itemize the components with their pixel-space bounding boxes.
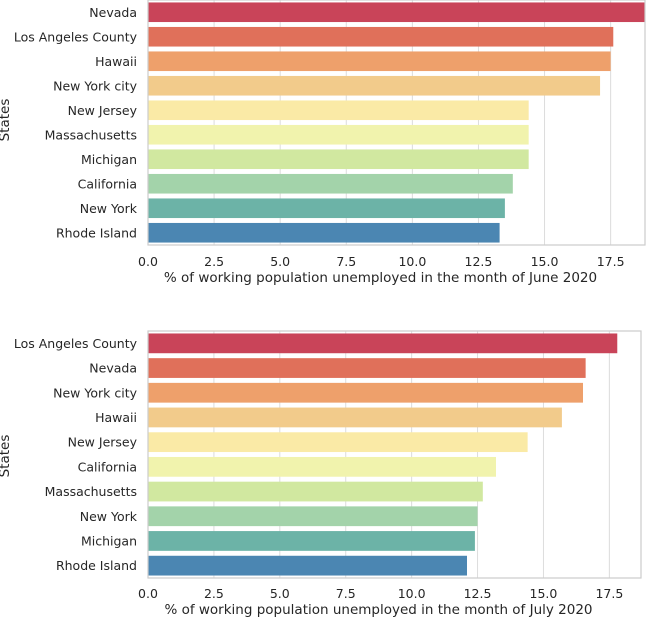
bar [148,555,467,576]
bar [148,506,478,527]
y-tick-label: California [78,176,137,191]
plot-frame [147,330,642,579]
bar [148,51,611,72]
y-tick-label: Michigan [81,533,137,548]
bar [148,432,528,453]
bar [148,75,601,96]
y-tick-label: New York city [53,385,137,400]
y-tick-label: Nevada [89,361,137,376]
bar [148,358,586,378]
y-tick-label: Nevada [89,5,137,20]
y-tick-label: Rhode Island [56,558,137,573]
x-tick-label: 7.5 [336,586,356,601]
y-tick-label: Rhode Island [56,225,137,240]
x-tick-label: 15.0 [530,586,558,601]
x-tick-label: 17.5 [595,586,623,601]
x-tick-label: 7.5 [336,254,356,269]
x-axis-label: % of working population unemployed in th… [164,270,597,286]
y-axis-label: States [0,99,13,142]
y-axis-label: States [0,435,13,478]
bar [148,173,513,194]
x-tick-label: 0.0 [138,586,158,601]
bar [148,456,496,477]
x-tick-label: 17.5 [597,254,625,269]
y-tick-label: Los Angeles County [14,29,138,44]
x-axis-label: % of working population unemployed in th… [164,602,592,618]
y-tick-label: New York [80,509,138,524]
x-tick-label: 5.0 [270,254,290,269]
x-tick-label: 12.5 [464,586,492,601]
plot-frame [147,0,646,246]
x-tick-label: 10.0 [398,254,426,269]
x-tick-label: 2.5 [204,254,224,269]
bar [148,100,529,121]
y-tick-label: New York city [53,78,137,93]
x-tick-label: 0.0 [138,254,158,269]
x-tick-label: 5.0 [270,586,290,601]
bar [148,149,529,170]
y-tick-label: Hawaii [95,54,137,69]
y-tick-label: Michigan [81,152,137,167]
bar [148,124,529,145]
y-tick-label: Massachusetts [45,127,137,142]
bar [148,481,483,502]
y-tick-label: Los Angeles County [14,336,138,351]
y-tick-label: Massachusetts [45,484,137,499]
bar [148,222,500,243]
y-tick-label: New Jersey [68,103,138,118]
bar [148,198,505,219]
x-tick-label: 15.0 [531,254,559,269]
y-tick-label: New York [80,201,138,216]
y-tick-label: California [78,459,137,474]
x-tick-label: 2.5 [204,586,224,601]
y-tick-label: Hawaii [95,410,137,425]
chart-july-2020: 0.0 2.5 5.0 7.5 10.0 12.5 15.0 17.5 Los Angeles … [0,330,642,618]
bar [148,382,583,403]
bar [148,333,618,354]
bar [148,407,562,428]
y-tick-label: New Jersey [68,435,138,450]
x-tick-label: 10.0 [398,586,426,601]
x-tick-label: 12.5 [465,254,493,269]
bar [148,26,614,47]
bar [148,2,645,23]
bar [148,531,475,551]
chart-june-2020: 0.0 2.5 5.0 7.5 10.0 12.5 15.0 17.5 Nevada Los An… [0,0,646,286]
